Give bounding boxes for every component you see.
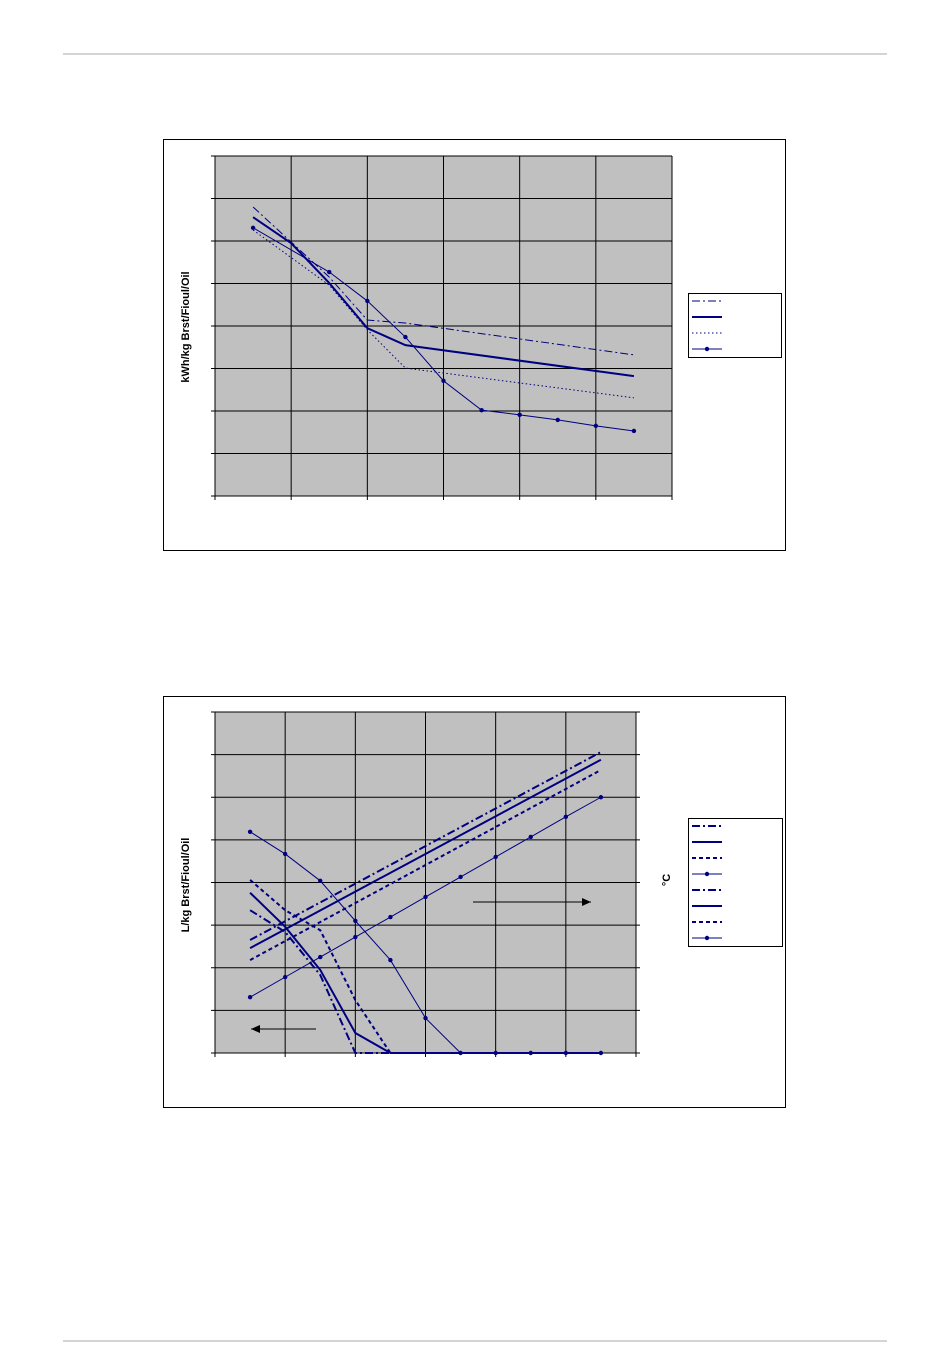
series-line (249, 879, 601, 1054)
series-line (252, 229, 634, 399)
legend (688, 818, 783, 947)
data-point (327, 269, 332, 275)
data-point (598, 1050, 604, 1056)
data-point (563, 1050, 569, 1056)
data-point (353, 934, 358, 940)
y2-axis-label: °C (661, 874, 673, 886)
data-point (318, 954, 323, 960)
data-point (247, 994, 253, 1000)
legend-marker (704, 871, 710, 877)
series-line (252, 227, 634, 432)
data-point (528, 834, 533, 840)
series-line (249, 758, 602, 950)
data-point (563, 814, 569, 820)
data-point (250, 225, 256, 231)
data-point (593, 423, 599, 429)
arrow-head (582, 898, 591, 906)
data-point (631, 428, 637, 434)
data-point (282, 974, 288, 980)
series-line (252, 206, 634, 356)
data-point (423, 894, 428, 900)
data-point (458, 874, 463, 880)
data-point (598, 795, 604, 800)
series-line (249, 751, 602, 941)
data-point (458, 1050, 463, 1056)
data-point (318, 878, 323, 883)
data-point (423, 1015, 428, 1021)
data-point (555, 417, 560, 423)
data-point (247, 829, 253, 834)
legend-marker (704, 346, 710, 352)
series-line (252, 216, 635, 378)
legend-marker (704, 935, 710, 941)
data-point (365, 298, 370, 304)
data-point (282, 851, 288, 857)
series-line (249, 769, 602, 961)
data-point (388, 914, 393, 920)
series-line (249, 892, 601, 1054)
data-point (517, 412, 522, 418)
data-point (528, 1050, 533, 1056)
data-point (479, 407, 484, 413)
data-point (388, 957, 393, 963)
data-point (403, 334, 408, 340)
data-point (493, 854, 498, 860)
arrow-head (251, 1025, 260, 1033)
y-axis-label: L/kg Brst/Fioul/Oil (180, 838, 192, 933)
y-axis-label: kWh/kg Brst/Fioul/Oil (180, 271, 192, 382)
data-point (441, 378, 446, 384)
legend (688, 293, 782, 358)
data-point (353, 918, 358, 924)
data-point (493, 1050, 498, 1056)
